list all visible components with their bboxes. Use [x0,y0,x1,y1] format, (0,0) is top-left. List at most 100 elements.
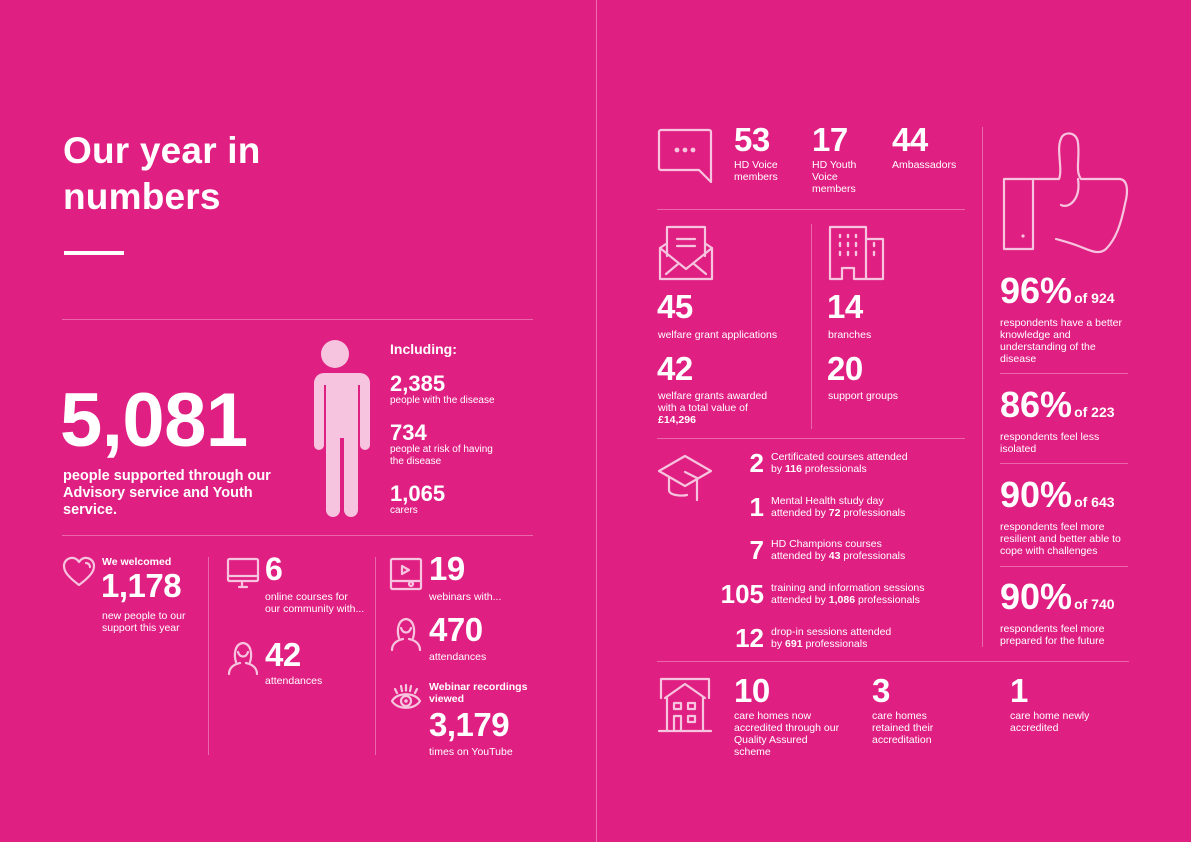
video-player-icon [389,557,423,591]
training-item: 12 drop-in sessions attended by 691 profe… [700,625,891,651]
voice-value: 44 [892,121,928,158]
breakdown-value: 2,385 [390,371,446,396]
training-item: 7 HD Champions courses attended by 43 pro… [700,537,906,563]
courses-value: 6 [265,551,283,587]
graduation-cap-icon [657,454,713,502]
page-spine [596,0,597,842]
voice-stat: 17 HD Youth Voice members [812,121,867,195]
including-label: Including: [390,341,457,357]
voice-value: 53 [734,121,770,158]
divider [657,438,965,439]
title-line-1: Our year in [63,130,261,171]
divider [62,319,533,320]
webinars-label: webinars with... [429,591,502,603]
survey-item: 86% of 223 respondents feel less isolated [1000,384,1115,456]
courses-attend-value: 42 [265,636,301,673]
person-icon [310,340,370,517]
branches-value: 14 [827,288,863,325]
divider [657,661,1129,662]
voice-stat: 53 HD Voice members [734,121,794,183]
welfare-apps-label: welfare grant applications [658,329,778,341]
webinars-attend-label: attendances [429,651,487,663]
training-text: Mental Health study day attended by 72 pr… [771,495,906,519]
training-text: drop-in sessions attended by 691 professi… [771,626,892,650]
care-home-value: 3 [872,672,890,709]
care-home-value: 10 [734,672,770,709]
survey-percent: 90% [1000,576,1073,617]
groups-value: 20 [827,350,863,387]
care-home-stat: 1 care home newly accredited [1010,672,1110,734]
breakdown-value: 1,065 [390,481,446,506]
monitor-icon [226,557,260,589]
training-value: 1 [749,492,764,522]
survey-label: respondents have a better knowledge and … [1000,317,1123,365]
voice-value: 17 [812,121,848,158]
training-text: HD Champions courses attended by 43 profe… [771,538,906,562]
divider [375,557,376,755]
welcomed-intro: We welcomed [102,556,172,568]
divider [62,535,533,536]
survey-item: 96% of 924 respondents have a better know… [1000,270,1130,366]
welcomed-label: new people to our support this year [102,610,186,634]
divider [1000,373,1128,374]
branches-label: branches [828,329,872,341]
webinars-attend-value: 470 [429,611,483,648]
survey-count: of 223 [1074,404,1115,420]
training-text: training and information sessions attende… [771,582,925,606]
welcomed-value: 1,178 [101,567,182,604]
woman-icon [390,617,422,652]
title-underline [64,251,124,255]
welfare-awarded-value: 42 [657,350,693,387]
page-title: Our year in numbers [63,128,261,220]
groups-label: support groups [828,390,899,402]
survey-percent: 86% [1000,384,1073,425]
welfare-apps-value: 45 [657,288,693,325]
divider [1000,566,1128,567]
survey-label: respondents feel more prepared for the f… [1000,623,1105,647]
survey-count: of 924 [1074,290,1115,306]
survey-count: of 643 [1074,494,1115,510]
title-line-2: numbers [63,176,221,217]
training-item: 105 training and information sessions att… [690,581,925,607]
breakdown-label: people with the disease [390,395,495,406]
chat-bubble-icon [657,128,713,184]
survey-count: of 740 [1074,596,1115,612]
survey-item: 90% of 740 respondents feel more prepared… [1000,576,1130,648]
voice-label: HD Voice members [734,159,778,183]
supported-description: people supported through our Advisory se… [63,468,271,518]
breakdown-label: carers [390,505,418,516]
care-home-label: care homes now accredited through our Qu… [734,710,840,758]
care-home-value: 1 [1010,672,1028,709]
care-home-stat: 10 care homes now accredited through our… [734,672,844,758]
divider [657,209,965,210]
recordings-label: times on YouTube [429,746,513,758]
survey-percent: 90% [1000,474,1073,515]
breakdown-item: 1,065 carers [390,483,445,517]
training-value: 2 [749,448,764,478]
divider [1000,463,1128,464]
survey-item: 90% of 643 respondents feel more resilien… [1000,474,1130,558]
voice-stat: 44 Ambassadors [892,121,956,171]
heart-icon [62,556,96,587]
training-value: 105 [720,579,764,609]
divider [811,224,812,429]
survey-label: respondents feel more resilient and bett… [1000,521,1121,557]
care-home-label: care home newly accredited [1010,710,1090,734]
courses-attend-label: attendances [265,675,323,687]
woman-icon [227,641,259,676]
care-home-stat: 3 care homes retained their accreditatio… [872,672,952,746]
survey-percent: 96% [1000,270,1073,311]
care-home-label: care homes retained their accreditation [872,710,934,746]
breakdown-value: 734 [390,420,427,445]
divider [982,127,983,647]
recordings-value: 3,179 [429,706,510,743]
courses-label: online courses for our community with... [265,591,365,615]
welfare-awarded-total: £14,296 [658,414,696,426]
breakdown-label: people at risk of having the disease [390,444,493,467]
supported-value: 5,081 [60,378,248,463]
voice-label: HD Youth Voice members [812,159,857,195]
survey-label: respondents feel less isolated [1000,431,1100,455]
divider [208,557,209,755]
welfare-awarded-label: welfare grants awarded with a total valu… [658,390,768,414]
thumbs-up-icon [1002,132,1129,254]
